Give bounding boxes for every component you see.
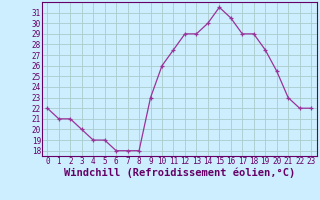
X-axis label: Windchill (Refroidissement éolien,°C): Windchill (Refroidissement éolien,°C)	[64, 167, 295, 178]
